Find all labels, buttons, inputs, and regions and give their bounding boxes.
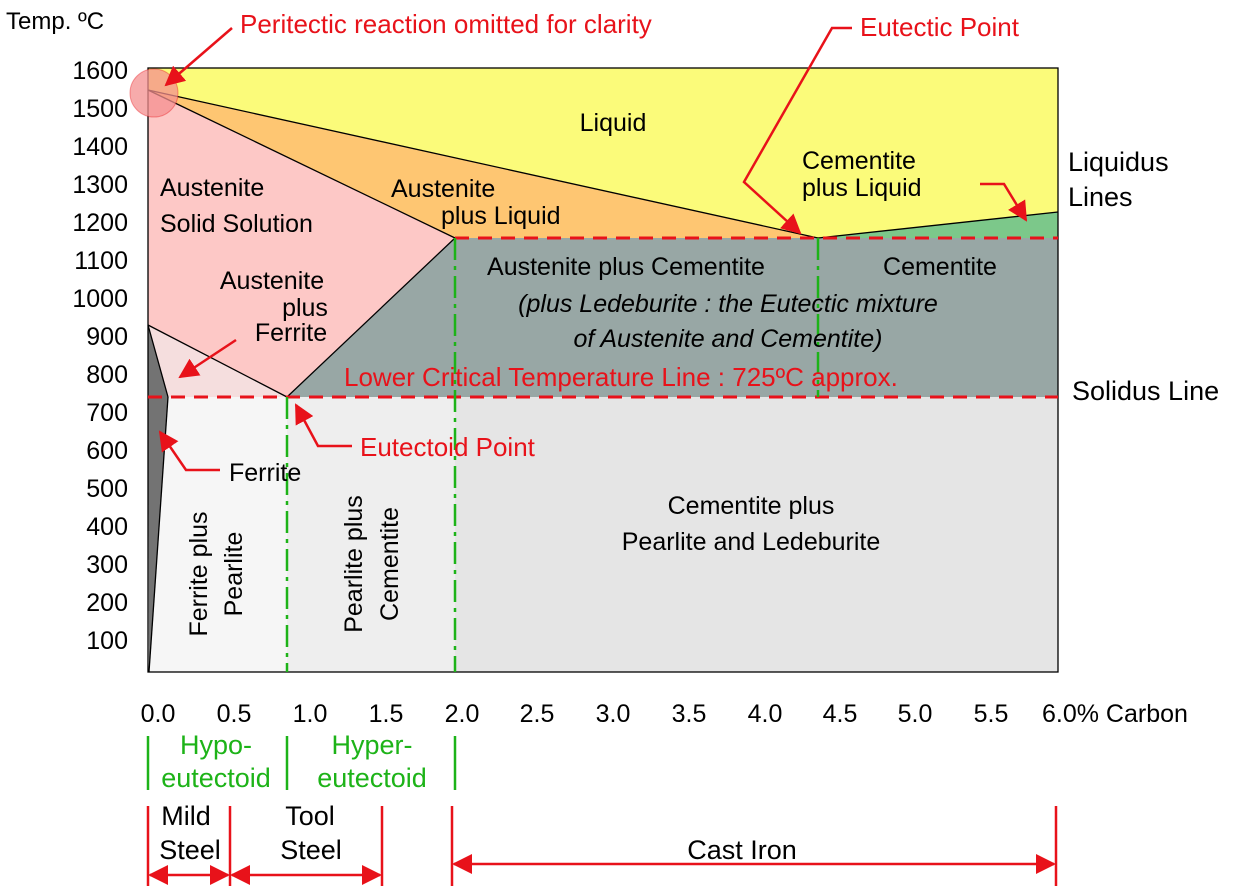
- label-aust-liq-1: Austenite: [391, 175, 495, 203]
- label-ledeburite-1: (plus Ledeburite : the Eutectic mixture: [518, 290, 938, 318]
- label-aust-liq-2: plus Liquid: [441, 202, 561, 230]
- y-tick-label: 1500: [72, 95, 128, 123]
- label-cem-pearl-led-1: Cementite plus: [668, 492, 835, 520]
- x-tick-label: 2.0: [445, 700, 480, 728]
- x-tick-label: 0.0: [141, 700, 176, 728]
- y-tick-label: 200: [86, 589, 128, 617]
- label-aust-ferr-3: Ferrite: [255, 319, 327, 347]
- eutectic-point-label: Eutectic Point: [860, 12, 1020, 42]
- y-tick-label: 800: [86, 361, 128, 389]
- label-aust-ferr-2: plus: [282, 294, 328, 322]
- y-tick-label: 900: [86, 323, 128, 351]
- ferrite-arrow: [158, 430, 220, 472]
- mild-steel-label-1: Mild: [161, 801, 211, 831]
- x-tick-label: 4.5: [823, 700, 858, 728]
- lower-critical-label: Lower Critical Temperature Line : 725ºC …: [344, 362, 898, 392]
- label-ferr-pearl-1: Ferrite plus: [185, 511, 213, 636]
- y-tick-label: 1000: [72, 285, 128, 313]
- label-pearl-cem-2: Cementite: [376, 507, 404, 621]
- steel-classification: Hypo- eutectoid Hyper- eutectoid: [146, 730, 457, 793]
- peritectic-annotation: Peritectic reaction omitted for clarity: [240, 9, 652, 39]
- material-classification: Mild Steel Tool Steel Cast Iron: [146, 801, 1058, 886]
- ferrite-gap-arrow: [178, 338, 237, 379]
- y-tick-label: 1600: [72, 57, 128, 85]
- x-tick-label: 5.5: [974, 700, 1009, 728]
- y-axis-title: Temp. ºC: [6, 8, 104, 35]
- label-austenite-ss-2: Solid Solution: [160, 210, 313, 238]
- hypo-label-2: eutectoid: [161, 763, 271, 793]
- y-tick-label: 400: [86, 513, 128, 541]
- label-ferr-pearl-2: Pearlite: [220, 532, 248, 617]
- annotations: Peritectic reaction omitted for clarity …: [158, 9, 1219, 472]
- x-axis-title: 6.0% Carbon: [1042, 700, 1188, 728]
- eutectoid-point-arrow: [294, 403, 352, 448]
- liquidus-arrow: [980, 182, 1028, 222]
- y-tick-label: 1100: [74, 247, 128, 275]
- eutectoid-point-label: Eutectoid Point: [360, 432, 536, 462]
- region-austenite-plus-cementite: [287, 238, 1058, 397]
- hyper-label-1: Hyper-: [331, 730, 412, 760]
- y-axis-ticks: 1600 1500 1400 1300 1200 1100 1000 900 8…: [72, 57, 128, 655]
- y-tick-label: 1300: [72, 171, 128, 199]
- region-ferrite: [148, 325, 168, 672]
- hypo-label-1: Hypo-: [180, 730, 252, 760]
- label-ferrite: Ferrite: [229, 459, 301, 487]
- green-vertical-lines: [285, 238, 820, 672]
- y-tick-label: 100: [86, 627, 128, 655]
- y-tick-label: 300: [86, 551, 128, 579]
- plot-frame: [147, 67, 1059, 673]
- x-tick-label: 2.5: [520, 700, 555, 728]
- label-cem-pearl-led-2: Pearlite and Ledeburite: [622, 528, 881, 556]
- region-liquid: [148, 68, 1058, 238]
- tool-steel-label-1: Tool: [285, 801, 335, 831]
- label-ledeburite-2: of Austenite and Cementite): [574, 325, 883, 353]
- x-tick-label: 1.5: [369, 700, 404, 728]
- label-cem-liq-2: plus Liquid: [802, 174, 922, 202]
- label-austenite-ss-1: Austenite: [160, 174, 264, 202]
- label-liquid: Liquid: [580, 109, 647, 137]
- hyper-label-2: eutectoid: [317, 763, 427, 793]
- region-austenite-solid-solution: [148, 90, 455, 397]
- mild-steel-label-2: Steel: [159, 835, 221, 865]
- region-labels: Liquid Austenite Solid Solution Austenit…: [160, 109, 997, 637]
- x-tick-label: 3.5: [672, 700, 707, 728]
- label-cem-liq-1: Cementite: [802, 147, 916, 175]
- peritectic-marker: [129, 68, 179, 118]
- x-tick-label: 5.0: [898, 700, 933, 728]
- label-cementite: Cementite: [883, 253, 997, 281]
- cast-iron-label: Cast Iron: [687, 835, 797, 865]
- region-lower-band: [455, 397, 1058, 672]
- y-tick-label: 1200: [72, 209, 128, 237]
- liquidus-label-2: Lines: [1068, 182, 1133, 212]
- y-tick-label: 1400: [72, 133, 128, 161]
- y-tick-label: 700: [86, 399, 128, 427]
- solidus-label: Solidus Line: [1072, 376, 1219, 406]
- liquidus-label-1: Liquidus: [1068, 147, 1169, 177]
- x-tick-label: 1.0: [293, 700, 328, 728]
- x-tick-label: 3.0: [596, 700, 631, 728]
- y-tick-label: 500: [86, 475, 128, 503]
- x-tick-label: 4.0: [748, 700, 783, 728]
- label-pearl-cem-1: Pearlite plus: [340, 495, 368, 633]
- eutectic-point-arrow: [742, 26, 852, 235]
- x-axis-ticks: 0.0 0.5 1.0 1.5 2.0 2.5 3.0 3.5 4.0 4.5 …: [141, 700, 1009, 728]
- x-tick-label: 0.5: [217, 700, 252, 728]
- y-tick-label: 600: [86, 437, 128, 465]
- peritectic-arrow: [164, 27, 233, 87]
- label-aust-ferr-1: Austenite: [220, 267, 324, 295]
- label-aust-cem: Austenite plus Cementite: [487, 253, 765, 281]
- tool-steel-label-2: Steel: [280, 835, 342, 865]
